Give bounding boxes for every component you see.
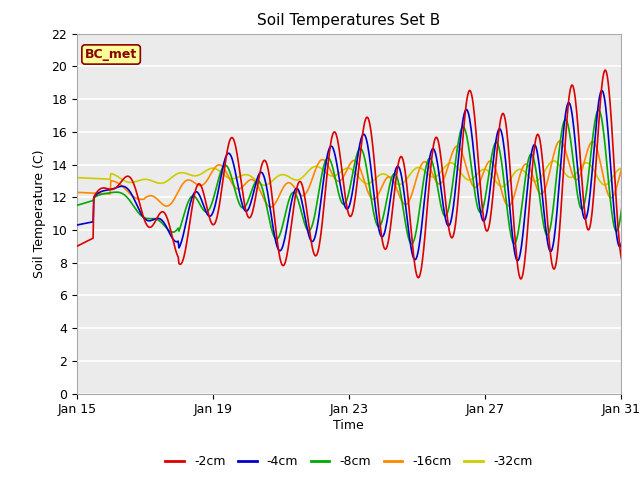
Y-axis label: Soil Temperature (C): Soil Temperature (C) bbox=[33, 149, 45, 278]
Text: BC_met: BC_met bbox=[85, 48, 137, 61]
Legend: -2cm, -4cm, -8cm, -16cm, -32cm: -2cm, -4cm, -8cm, -16cm, -32cm bbox=[160, 450, 538, 473]
Title: Soil Temperatures Set B: Soil Temperatures Set B bbox=[257, 13, 440, 28]
X-axis label: Time: Time bbox=[333, 419, 364, 432]
